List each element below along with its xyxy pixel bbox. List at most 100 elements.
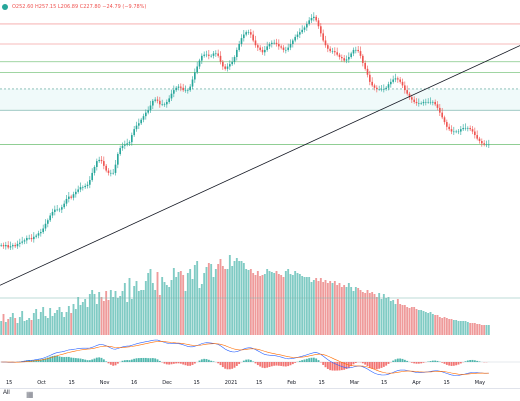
macd-histogram-bar [224,362,226,369]
candle-body [178,87,180,88]
volume-bar [7,319,9,335]
candle-body [45,224,47,229]
volume-bar [341,287,343,335]
candle-body [385,88,387,89]
volume-bar [96,304,98,335]
volume-bar [117,298,119,335]
volume-bar [446,318,448,335]
volume-bar [42,307,44,335]
macd-histogram-bar [168,362,170,365]
candle-body [112,173,114,174]
candle-body [180,87,182,88]
macd-histogram-bar [140,358,142,362]
candle-body [47,220,49,224]
macd-histogram-bar [262,362,264,368]
candle-body [423,102,425,103]
volume-bar [119,296,121,335]
volume-bar [455,320,457,335]
candle-body [469,128,471,129]
candle-body [476,135,478,139]
candle-body [264,50,266,52]
candle-body [159,101,161,105]
macd-histogram-bar [446,362,448,365]
macd-histogram-bar [199,361,201,362]
volume-bar [94,294,96,335]
macd-histogram-bar [222,362,224,367]
candle-body [430,102,432,103]
macd-histogram-bar [476,361,478,362]
volume-bar [14,318,16,335]
volume-bar [131,299,133,335]
macd-histogram-bar [243,361,245,362]
candle-body [458,132,460,133]
macd-histogram-bar [378,362,380,369]
candle-body [52,212,54,216]
candle-body [455,132,457,133]
x-axis-tick-label: Dec [162,380,172,386]
candle-body [290,44,292,48]
volume-bar [173,268,175,335]
volume-bar [215,269,217,335]
volume-bar [66,312,68,335]
volume-bar [82,302,84,335]
macd-histogram-bar [147,358,149,362]
macd-histogram-bar [108,362,110,363]
macd-histogram-bar [145,358,147,362]
candle-body [486,145,488,146]
candle-body [103,161,105,166]
candle-body [411,97,413,99]
volume-bar [483,325,485,335]
candle-body [220,56,222,62]
macd-histogram-bar [318,360,320,362]
range-all-button[interactable]: All [3,390,10,396]
macd-histogram-bar [453,362,455,366]
macd-histogram-bar [420,362,422,363]
macd-histogram-bar [227,362,229,369]
volume-bar [287,269,289,335]
candle-body [5,245,7,246]
candle-body [481,141,483,143]
volume-bar [17,323,19,335]
volume-bar [143,290,145,335]
candle-body [360,51,362,56]
volume-bar [129,278,131,335]
volume-bar [185,291,187,335]
volume-bar [122,291,124,335]
volume-bar [206,267,208,335]
macd-histogram-bar [441,362,443,363]
volume-bar [418,310,420,335]
candle-body [87,185,89,186]
volume-bar [322,282,324,335]
volume-bar [390,301,392,335]
volume-bar [166,285,168,335]
macd-histogram-bar [89,360,91,362]
macd-histogram-bar [423,362,425,363]
macd-histogram-bar [206,359,208,362]
volume-bar [476,324,478,335]
volume-bar [416,309,418,335]
candle-body [369,75,371,82]
candle-body [238,44,240,50]
volume-bar [383,294,385,335]
calendar-icon[interactable]: ▦ [26,390,34,399]
volume-bar [222,266,224,335]
macd-histogram-bar [418,362,420,364]
volume-bar [360,290,362,335]
volume-bar [0,321,2,335]
volume-bar [334,281,336,335]
macd-histogram-bar [115,362,117,365]
candle-body [248,32,250,33]
macd-histogram-bar [189,362,191,366]
volume-bar [182,275,184,335]
volume-bar [397,299,399,335]
candle-body [98,160,100,161]
volume-bar [320,278,322,335]
candle-body [82,187,84,188]
candle-body [287,48,289,50]
volume-bar [145,281,147,335]
candle-body [115,165,117,173]
candle-body [187,90,189,91]
volume-bar [108,300,110,335]
volume-bar [413,307,415,335]
